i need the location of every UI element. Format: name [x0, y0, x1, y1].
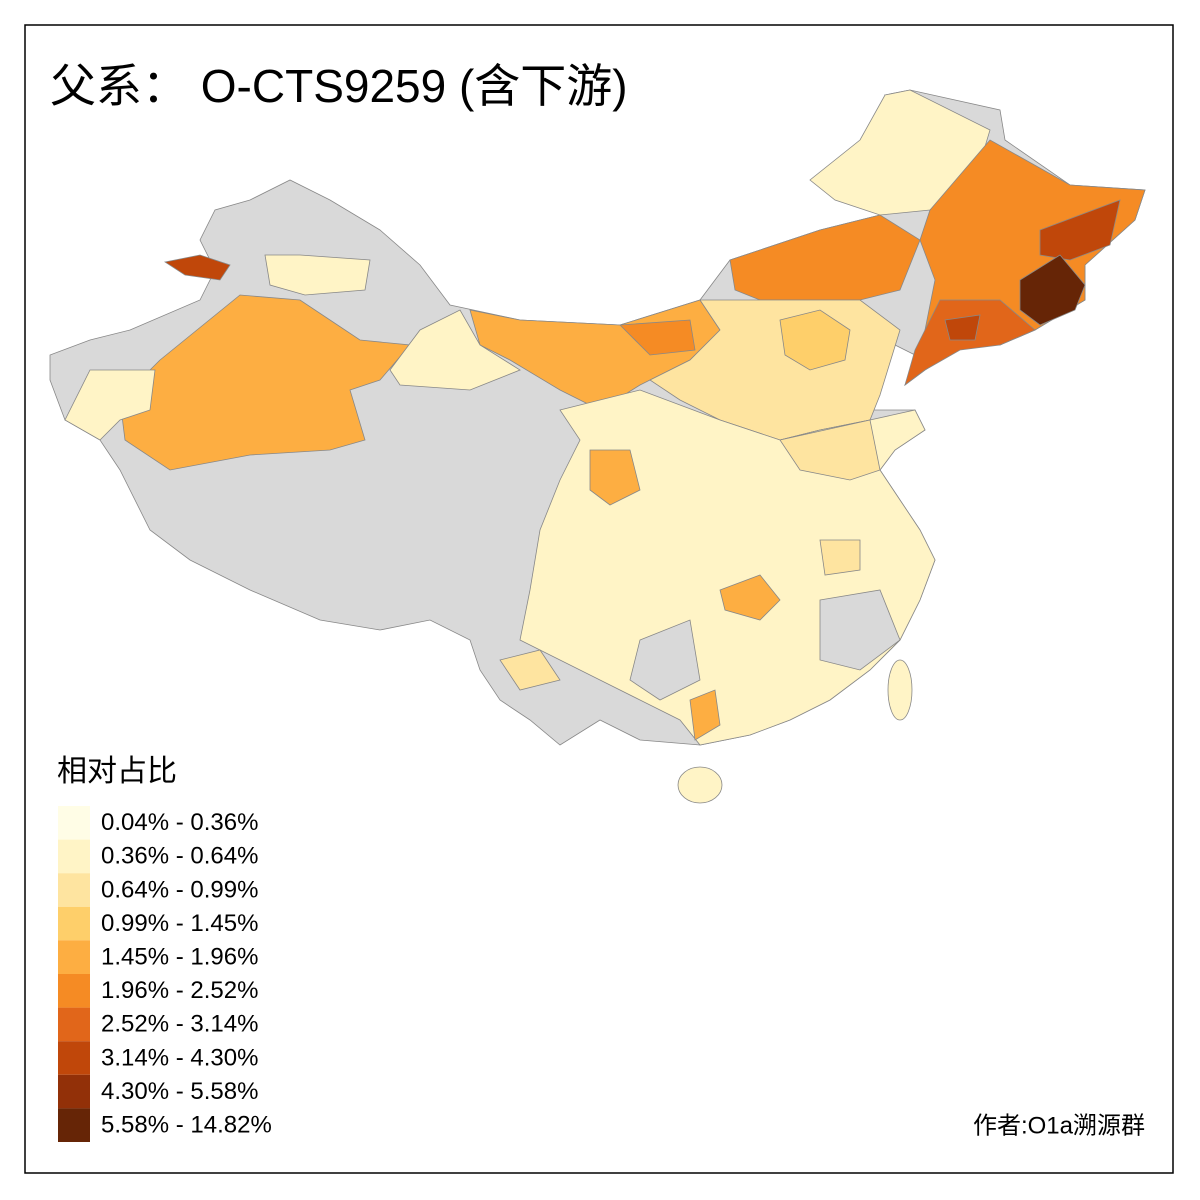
- region: [689, 689, 721, 741]
- author: 作者:O1a溯源群: [973, 1112, 1145, 1139]
- legend-label: 5.58% - 14.82%: [101, 1112, 272, 1139]
- region: [499, 649, 561, 691]
- legend-swatch: [58, 839, 90, 874]
- region: [729, 214, 921, 301]
- legend-swatch: [58, 974, 90, 1008]
- region: [163, 254, 231, 281]
- legend-label: 1.45% - 1.96%: [101, 944, 258, 971]
- region: [904, 299, 1036, 387]
- region: [944, 314, 981, 341]
- region: [809, 89, 991, 216]
- region: [1019, 254, 1086, 326]
- taiwan: [887, 659, 913, 721]
- title: 父系： O-CTS9259 (含下游): [50, 60, 628, 112]
- region: [819, 539, 861, 576]
- legend-label: 1.96% - 2.52%: [101, 977, 258, 1004]
- legend-label: 3.14% - 4.30%: [101, 1044, 258, 1071]
- legend-label: 0.64% - 0.99%: [101, 876, 258, 903]
- legend-swatch: [58, 940, 90, 974]
- legend-label: 0.36% - 0.64%: [101, 843, 258, 870]
- region: [119, 294, 411, 471]
- region: [589, 449, 641, 506]
- legend-label: 0.04% - 0.36%: [101, 809, 258, 836]
- legend-swatch: [58, 1041, 90, 1075]
- region: [1039, 199, 1121, 261]
- region: [389, 309, 521, 391]
- legend: 0.04% - 0.36% 0.36% - 0.64% 0.64% - 0.99% 0…: [58, 806, 272, 1142]
- region: [619, 319, 696, 356]
- legend-swatch: [58, 873, 90, 907]
- region: [264, 254, 371, 296]
- legend-swatch: [58, 1007, 90, 1042]
- legend-label: 0.99% - 1.45%: [101, 910, 258, 937]
- legend-swatch: [58, 1074, 90, 1109]
- legend-label: 4.30% - 5.58%: [101, 1078, 258, 1105]
- region: [64, 369, 156, 441]
- region-no-data: [629, 619, 701, 701]
- legend-swatch: [58, 806, 90, 840]
- map: [49, 89, 1146, 804]
- legend-swatch: [58, 1108, 90, 1142]
- hainan: [677, 766, 723, 804]
- legend-swatch: [58, 906, 90, 941]
- legend-label: 2.52% - 3.14%: [101, 1011, 258, 1038]
- region: [779, 309, 851, 371]
- region: [719, 574, 781, 621]
- region: [779, 419, 881, 481]
- region-no-data: [819, 589, 901, 671]
- legend-title: 相对占比: [57, 755, 177, 788]
